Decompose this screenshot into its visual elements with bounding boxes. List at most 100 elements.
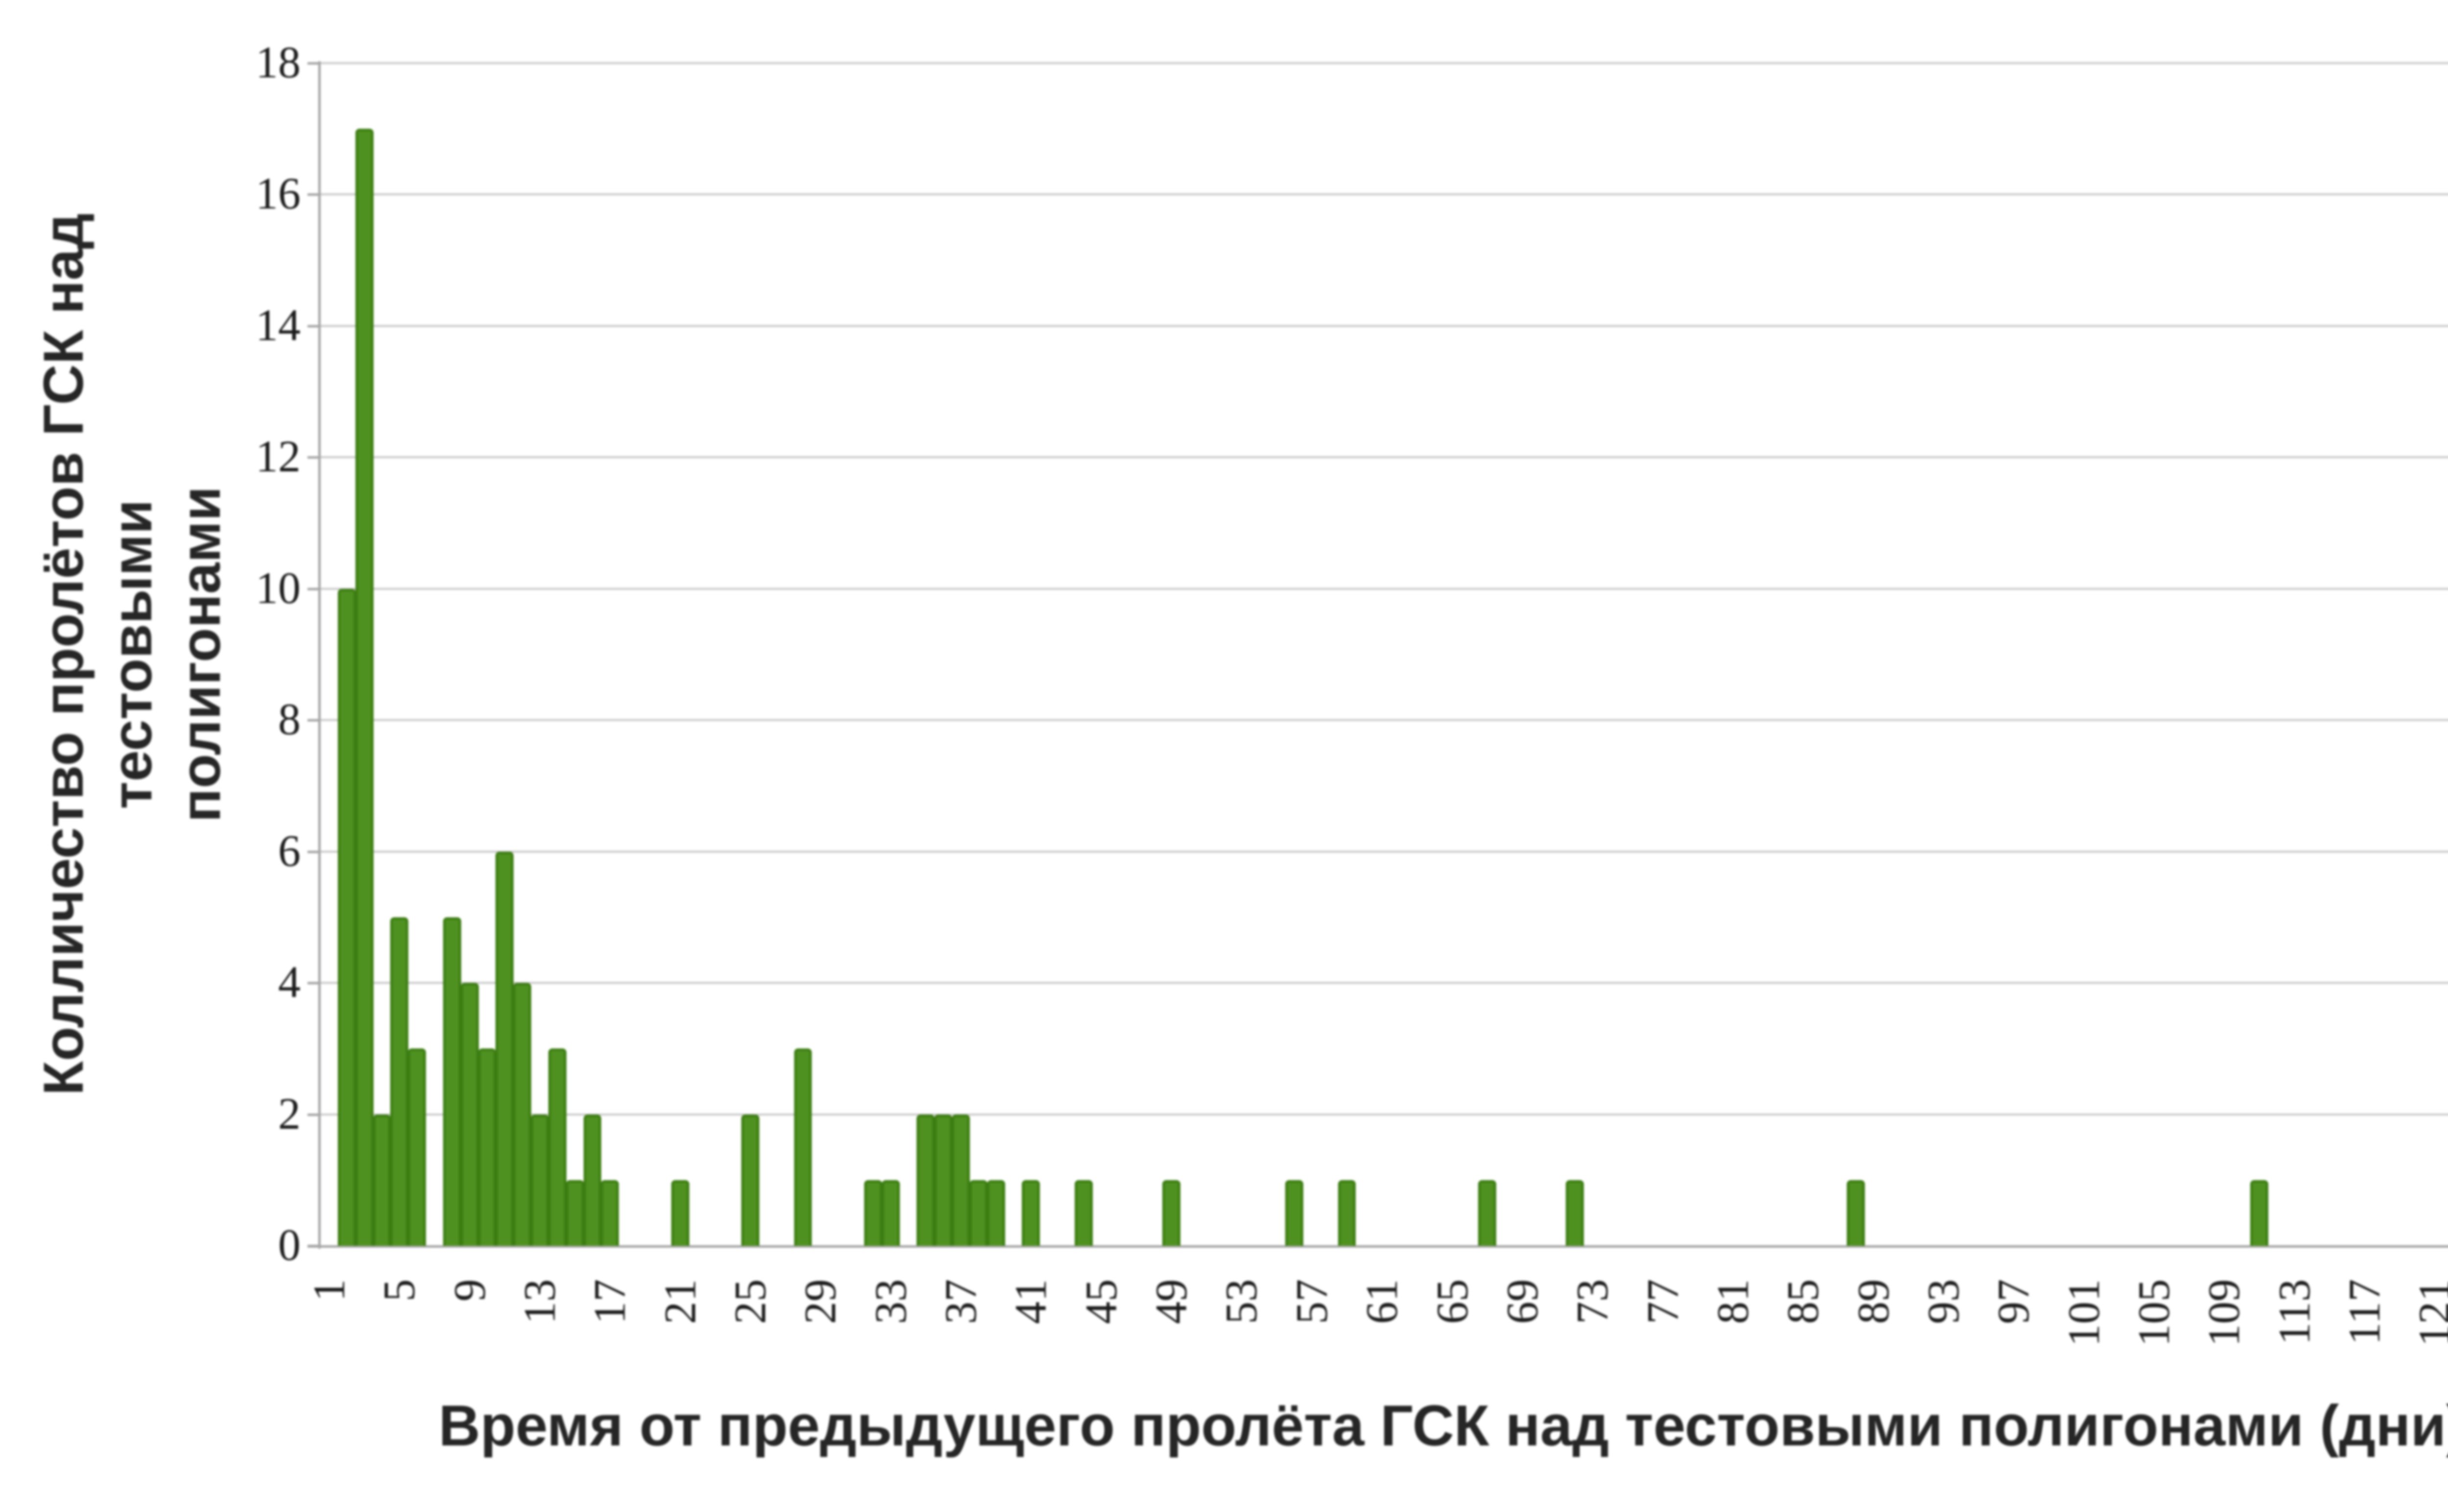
x-tick-label-text: 41 <box>1006 1279 1056 1324</box>
bar-day-35 <box>917 1114 935 1246</box>
gridline-y-14 <box>320 325 2448 327</box>
y-axis-title-line1: Колличество пролётов ГСК над тестовыми <box>32 213 164 1096</box>
y-axis-tick-2 <box>307 1113 318 1116</box>
x-tick-label-text: 109 <box>2199 1279 2249 1347</box>
x-tick-label-25: 25 <box>725 1279 775 1324</box>
x-tick-label-65: 65 <box>1427 1279 1477 1324</box>
x-tick-label-109: 109 <box>2199 1279 2249 1347</box>
bar-day-49 <box>1162 1180 1180 1246</box>
x-tick-label-77: 77 <box>1638 1279 1688 1324</box>
bar-day-5 <box>390 917 409 1246</box>
x-tick-label-text: 21 <box>655 1279 705 1324</box>
x-tick-label-69: 69 <box>1497 1279 1547 1324</box>
x-tick-label-57: 57 <box>1286 1279 1337 1324</box>
y-tick-label-2: 2 <box>278 1088 301 1139</box>
x-tick-label-text: 85 <box>1778 1279 1828 1324</box>
x-tick-label-text: 37 <box>936 1279 986 1324</box>
bar-day-6 <box>408 1048 426 1246</box>
y-tick-label-12: 12 <box>256 431 301 482</box>
bar-day-2 <box>337 588 356 1246</box>
x-tick-label-text: 5 <box>374 1279 424 1302</box>
x-tick-label-117: 117 <box>2339 1279 2390 1345</box>
x-tick-label-text: 17 <box>585 1279 635 1324</box>
x-tick-label-text: 81 <box>1707 1279 1758 1324</box>
x-tick-label-text: 73 <box>1567 1279 1618 1324</box>
gridline-y-18 <box>320 62 2448 64</box>
x-axis-line <box>307 1245 2448 1248</box>
y-tick-label-14: 14 <box>256 300 301 350</box>
x-tick-label-53: 53 <box>1216 1279 1266 1324</box>
bar-day-72 <box>1566 1180 1584 1246</box>
bar-day-17 <box>601 1180 619 1246</box>
x-axis-title: Время от предыдущего пролёта ГСК над тес… <box>438 1394 2448 1458</box>
x-tick-label-33: 33 <box>865 1279 916 1324</box>
bar-day-4 <box>373 1114 391 1246</box>
y-axis-title-line2: полигонами <box>169 486 232 823</box>
gridline-y-10 <box>320 587 2448 590</box>
bar-day-38 <box>969 1180 988 1246</box>
x-tick-label-text: 61 <box>1357 1279 1407 1324</box>
x-tick-label-21: 21 <box>655 1279 705 1324</box>
gridline-y-6 <box>320 850 2448 853</box>
x-tick-label-5: 5 <box>374 1279 424 1302</box>
bar-day-33 <box>881 1180 900 1246</box>
bar-day-12 <box>513 983 532 1246</box>
y-axis-tick-16 <box>307 193 318 196</box>
bar-day-16 <box>583 1114 602 1246</box>
bar-day-3 <box>355 129 374 1246</box>
bar-day-88 <box>1846 1180 1865 1246</box>
y-axis-tick-10 <box>307 587 318 590</box>
gridline-y-12 <box>320 456 2448 459</box>
x-tick-label-text: 49 <box>1146 1279 1197 1324</box>
bar-day-67 <box>1478 1180 1497 1246</box>
bar-day-32 <box>864 1180 882 1246</box>
bar-day-11 <box>495 851 514 1246</box>
bar-day-10 <box>478 1048 496 1246</box>
x-tick-label-73: 73 <box>1567 1279 1618 1324</box>
x-tick-label-text: 101 <box>2058 1279 2109 1347</box>
x-tick-label-121: 121 <box>2409 1279 2448 1347</box>
y-tick-label-4: 4 <box>278 957 301 1007</box>
y-axis-tick-6 <box>307 850 318 853</box>
bar-day-25 <box>741 1114 759 1246</box>
bar-day-44 <box>1075 1180 1093 1246</box>
y-tick-label-0: 0 <box>278 1220 301 1270</box>
x-tick-label-text: 93 <box>1918 1279 1968 1324</box>
bar-day-39 <box>987 1180 1005 1246</box>
bar-day-56 <box>1285 1180 1303 1246</box>
x-tick-label-17: 17 <box>585 1279 635 1324</box>
x-tick-label-49: 49 <box>1146 1279 1197 1324</box>
y-axis-line <box>318 61 321 1249</box>
y-axis-tick-18 <box>307 62 318 65</box>
x-tick-label-text: 105 <box>2128 1279 2179 1347</box>
y-axis-title: Колличество пролётов ГСК над тестовыми п… <box>29 92 235 1217</box>
gridline-y-4 <box>320 982 2448 984</box>
bar-day-28 <box>794 1048 812 1246</box>
bar-day-13 <box>531 1114 549 1246</box>
bar-day-59 <box>1338 1180 1356 1246</box>
y-tick-label-6: 6 <box>278 825 301 876</box>
bar-day-37 <box>952 1114 970 1246</box>
y-axis-tick-14 <box>307 325 318 327</box>
bar-day-41 <box>1022 1180 1040 1246</box>
x-tick-label-text: 97 <box>1988 1279 2039 1324</box>
y-axis-tick-8 <box>307 719 318 722</box>
x-tick-label-29: 29 <box>795 1279 845 1324</box>
x-tick-label-text: 13 <box>514 1279 565 1324</box>
bar-day-15 <box>565 1180 584 1246</box>
gridline-y-2 <box>320 1113 2448 1116</box>
x-tick-label-text: 89 <box>1848 1279 1898 1324</box>
gridline-y-8 <box>320 719 2448 721</box>
x-tick-label-85: 85 <box>1778 1279 1828 1324</box>
bar-day-14 <box>548 1048 566 1246</box>
x-tick-label-101: 101 <box>2058 1279 2109 1347</box>
y-tick-label-16: 16 <box>256 168 301 219</box>
x-tick-label-text: 57 <box>1286 1279 1337 1324</box>
x-tick-label-text: 121 <box>2409 1279 2448 1347</box>
x-tick-label-37: 37 <box>936 1279 986 1324</box>
x-tick-label-text: 117 <box>2339 1279 2390 1345</box>
bar-day-111 <box>2250 1180 2268 1246</box>
y-axis-tick-4 <box>307 982 318 985</box>
x-tick-label-text: 113 <box>2269 1279 2319 1345</box>
x-tick-label-text: 33 <box>865 1279 916 1324</box>
